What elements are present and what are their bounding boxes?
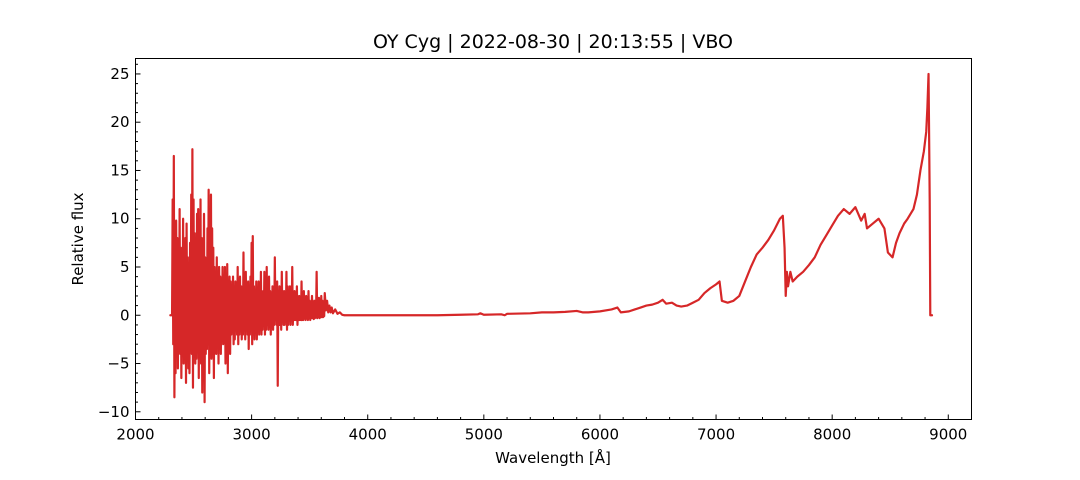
x-tick-label: 7000 — [697, 426, 735, 444]
series-layer — [169, 72, 934, 404]
x-tick-label: 6000 — [581, 426, 619, 444]
x-tick-label: 3000 — [233, 426, 271, 444]
x-tick-label: 9000 — [929, 426, 967, 444]
x-axis: 2000 3000 4000 5000 6000 7000 8000 9000 — [116, 414, 967, 444]
spectrum-line-0 — [169, 72, 934, 404]
y-tick-label: 20 — [110, 113, 129, 131]
chart-title: OY Cyg | 2022-08-30 | 20:13:55 | VBO — [373, 31, 733, 53]
x-axis-label: Wavelength [Å] — [495, 448, 611, 467]
y-tick-label: −10 — [98, 403, 130, 421]
x-tick-label: 4000 — [349, 426, 387, 444]
y-tick-label: 5 — [120, 258, 130, 276]
x-tick-label: 5000 — [465, 426, 503, 444]
y-axis: −10 −5 0 5 10 15 20 25 — [98, 63, 141, 421]
y-tick-label: 10 — [110, 210, 129, 228]
y-tick-label: 25 — [110, 65, 129, 83]
plot-frame — [135, 58, 972, 420]
y-tick-label: 15 — [110, 161, 129, 179]
y-axis-label: Relative flux — [69, 192, 87, 285]
x-tick-label: 2000 — [116, 426, 154, 444]
x-tick-label: 8000 — [813, 426, 851, 444]
y-tick-label: −5 — [107, 355, 129, 373]
y-tick-label: 0 — [120, 306, 130, 324]
